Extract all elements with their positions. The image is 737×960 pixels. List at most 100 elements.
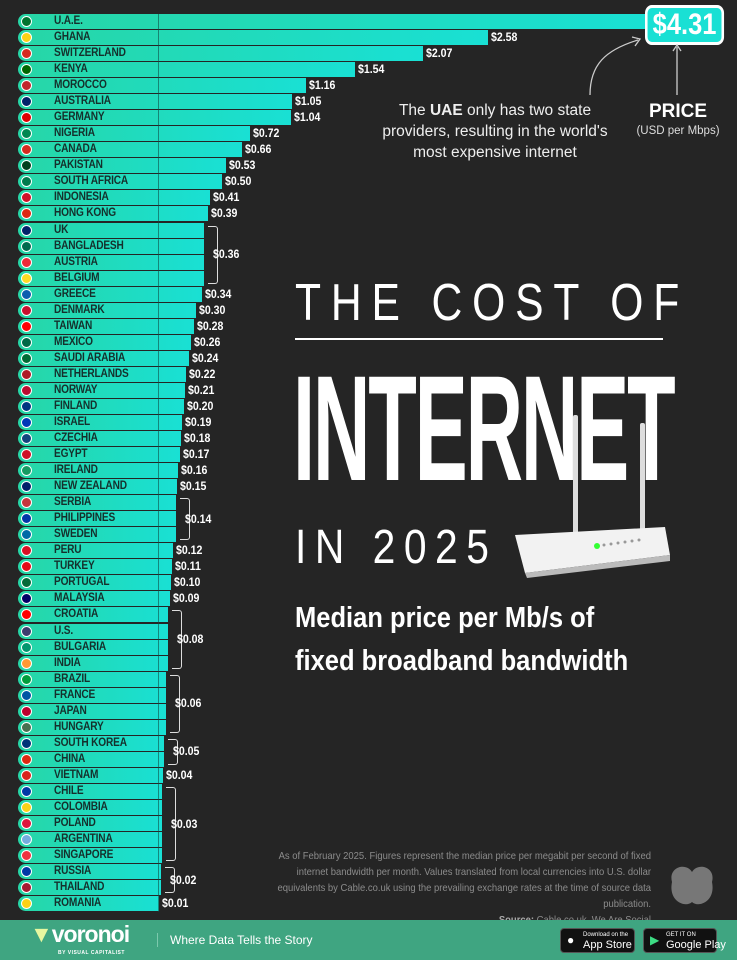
country-label: BULGARIA — [54, 640, 107, 653]
group-bracket — [172, 610, 183, 669]
country-label: GHANA — [54, 31, 91, 44]
country-label: ARGENTINA — [54, 833, 113, 846]
flag-icon — [21, 32, 32, 44]
country-label: IRELAND — [54, 464, 98, 477]
value-label: $0.50 — [225, 174, 252, 189]
bar — [18, 511, 176, 527]
value-label: $1.04 — [294, 110, 321, 125]
value-label: $0.11 — [175, 559, 201, 574]
country-label: RUSSIA — [54, 865, 92, 878]
bar — [18, 318, 194, 334]
country-label: THAILAND — [54, 881, 105, 894]
bar — [18, 655, 169, 671]
flag-icon — [21, 112, 32, 124]
bar — [18, 559, 173, 575]
bar — [18, 832, 162, 848]
bar — [18, 816, 162, 831]
play-icon: ▶ — [650, 933, 660, 947]
country-label: FINLAND — [54, 399, 98, 412]
bar — [18, 479, 178, 495]
flag-icon — [21, 449, 32, 461]
bar — [18, 334, 192, 350]
group-bracket — [208, 225, 219, 284]
flag-icon — [21, 64, 32, 76]
bar — [18, 46, 423, 62]
subtitle: Median price per Mb/s of fixed broadband … — [295, 602, 629, 677]
country-label: SOUTH AFRICA — [54, 175, 128, 188]
flag-icon — [21, 593, 32, 605]
flag-icon — [21, 128, 32, 140]
flag-icon — [21, 561, 32, 573]
country-label: TAIWAN — [54, 319, 93, 332]
bar — [18, 463, 179, 479]
headline-rule — [295, 338, 663, 340]
unit-label: PRICE (USD per Mbps) — [636, 101, 720, 137]
flag-icon — [21, 529, 32, 541]
flag-icon — [21, 144, 32, 156]
country-label: BANGLADESH — [54, 239, 124, 252]
country-label: VIETNAM — [54, 768, 99, 781]
bar — [18, 78, 307, 94]
google-play-button[interactable]: ▶ GET IT ON Google Play — [643, 928, 726, 953]
bar — [18, 703, 166, 719]
top-value-badge: $4.31 — [645, 5, 725, 45]
group-bracket — [164, 867, 175, 894]
flag-icon — [21, 898, 32, 910]
group-bracket — [165, 786, 176, 862]
country-label: HUNGARY — [54, 720, 104, 733]
label-divider — [158, 14, 159, 912]
country-label: GERMANY — [54, 111, 105, 124]
group-bracket — [168, 738, 179, 765]
router-icon — [515, 415, 670, 578]
bar — [18, 896, 160, 912]
flag-icon — [21, 737, 32, 749]
bar — [18, 415, 183, 430]
bar — [18, 639, 169, 655]
bar — [18, 864, 161, 880]
country-label: CANADA — [54, 143, 97, 156]
flag-icon — [21, 769, 32, 781]
voronoi-logo[interactable]: ▼voronoi BY VISUAL CAPITALIST — [30, 921, 130, 956]
flag-icon — [21, 577, 32, 589]
flag-icon — [21, 545, 32, 557]
country-label: PAKISTAN — [54, 159, 103, 172]
value-label: $0.09 — [172, 591, 199, 606]
value-label: $0.17 — [182, 447, 210, 462]
value-label: $0.34 — [204, 286, 231, 301]
country-label: POLAND — [54, 817, 96, 829]
country-label: PORTUGAL — [54, 576, 110, 589]
value-label: $0.24 — [191, 350, 219, 365]
flag-icon — [21, 673, 32, 685]
bar — [18, 14, 648, 29]
flag-icon — [21, 176, 32, 188]
country-label: NIGERIA — [54, 127, 95, 140]
value-label: $0.14 — [184, 511, 212, 526]
flag-icon — [21, 497, 32, 509]
value-label: $0.10 — [173, 575, 201, 590]
binoculars-logo-icon — [671, 866, 713, 905]
country-label: INDIA — [54, 656, 81, 669]
bar — [18, 398, 184, 414]
country-label: FRANCE — [54, 688, 96, 701]
country-label: NORWAY — [54, 383, 98, 396]
bar — [18, 751, 165, 767]
flag-icon — [21, 513, 32, 525]
app-store-button[interactable]: ● Download on the App Store — [560, 928, 635, 953]
country-label: GREECE — [54, 287, 96, 300]
flag-icon — [21, 866, 32, 878]
country-label: MOROCCO — [54, 79, 107, 92]
country-label: PHILIPPINES — [54, 512, 116, 525]
country-label: COLOMBIA — [54, 800, 108, 813]
country-label: ROMANIA — [54, 897, 102, 910]
apple-icon: ● — [567, 933, 575, 947]
bar — [18, 783, 162, 799]
bar — [18, 431, 182, 447]
bar — [18, 575, 171, 591]
value-label: $2.58 — [491, 30, 518, 45]
country-label: DENMARK — [54, 303, 105, 316]
bar — [18, 767, 164, 783]
value-label: $0.03 — [170, 816, 198, 831]
value-label: $0.06 — [174, 696, 202, 711]
country-label: EGYPT — [54, 448, 88, 461]
bar — [18, 495, 176, 511]
